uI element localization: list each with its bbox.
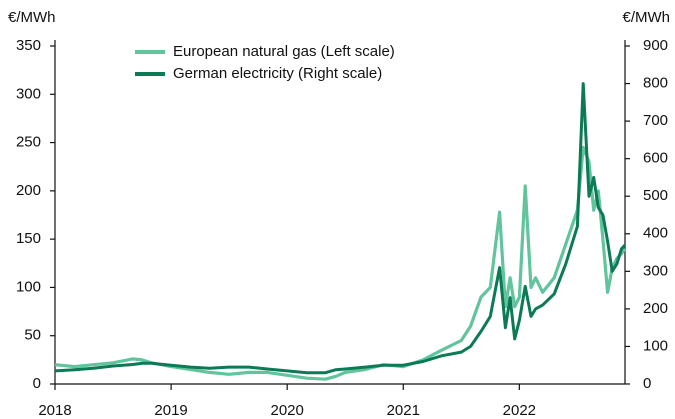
y2-tick-label: 100 — [643, 337, 668, 354]
y-tick-label: 100 — [16, 278, 41, 295]
y2-tick-label: 800 — [643, 75, 668, 92]
legend-label: European natural gas (Left scale) — [173, 43, 395, 60]
y-tick-label: 50 — [24, 327, 41, 344]
y-tick-label: 0 — [33, 375, 41, 392]
y-tick-label: 300 — [16, 85, 41, 102]
y-tick-label: 350 — [16, 37, 41, 54]
x-tick-label: 2022 — [503, 402, 536, 419]
y2-tick-label: 700 — [643, 112, 668, 129]
y2-tick-label: 200 — [643, 300, 668, 317]
y2-tick-label: 600 — [643, 150, 668, 167]
x-tick-label: 2018 — [38, 402, 71, 419]
y-tick-label: 150 — [16, 230, 41, 247]
y-tick-label: 200 — [16, 182, 41, 199]
y2-tick-label: 0 — [643, 375, 651, 392]
y-axis-label: €/MWh — [8, 9, 56, 26]
series-line — [54, 82, 627, 375]
y2-tick-label: 300 — [643, 262, 668, 279]
y2-tick-label: 500 — [643, 187, 668, 204]
x-tick-label: 2021 — [387, 402, 420, 419]
y-tick-label: 250 — [16, 134, 41, 151]
y2-axis-label: €/MWh — [622, 9, 670, 26]
x-tick-label: 2020 — [270, 402, 303, 419]
y2-tick-label: 400 — [643, 225, 668, 242]
series-line — [54, 145, 627, 381]
legend-label: German electricity (Right scale) — [173, 65, 382, 82]
x-tick-label: 2019 — [154, 402, 187, 419]
y2-tick-label: 900 — [643, 37, 668, 54]
